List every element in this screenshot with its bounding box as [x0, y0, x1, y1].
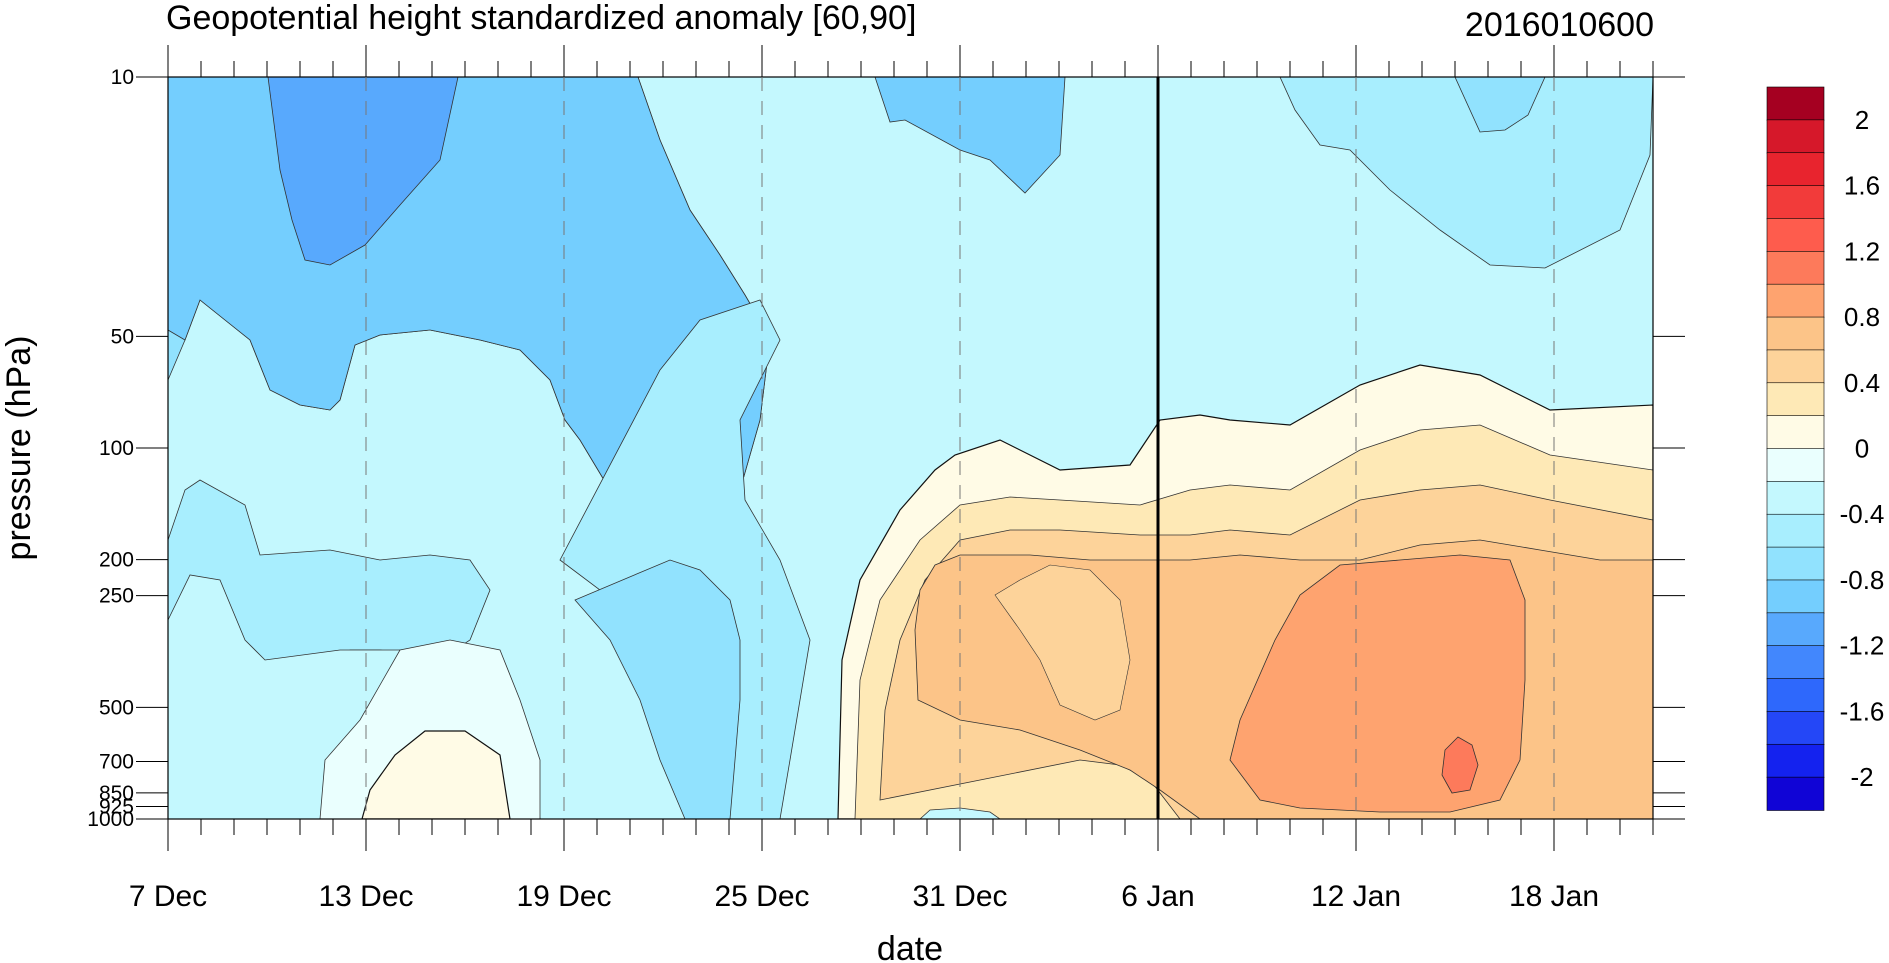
x-axis-label: date [877, 930, 943, 963]
y-tick-label: 200 [99, 549, 134, 572]
y-tick-label: 100 [99, 437, 134, 460]
y-tick-label: 500 [99, 696, 134, 719]
x-tick-label: 6 Jan [1121, 880, 1194, 913]
contour-region-top-mid [874, 77, 1066, 194]
date-stamp: 2016010600 [1465, 6, 1654, 44]
colorbar-swatch [1766, 119, 1825, 154]
colorbar-swatch [1766, 251, 1825, 285]
y-tick-label: 250 [99, 585, 134, 608]
colorbar-label: -1.6 [1840, 696, 1885, 726]
colorbar-swatch [1766, 579, 1825, 614]
date-gridlines [365, 77, 1555, 819]
colorbar-swatch [1766, 415, 1825, 450]
colorbar-swatch [1766, 349, 1825, 384]
x-tick-label: 18 Jan [1509, 880, 1599, 913]
y-tick-label: 50 [111, 325, 134, 348]
colorbar-swatch [1766, 152, 1825, 187]
colorbar-swatch [1766, 448, 1825, 483]
x-tick-label: 31 Dec [912, 880, 1007, 913]
contour-region-1.0 [1441, 736, 1479, 794]
colorbar-swatch [1766, 546, 1825, 581]
colorbar-swatch [1766, 86, 1825, 121]
x-tick-label: 13 Dec [318, 880, 413, 913]
y-tick-label: 10 [111, 66, 134, 89]
contour-region-minus1 [267, 77, 459, 266]
colorbar-swatch [1766, 711, 1825, 746]
colorbar-label: -0.4 [1840, 499, 1885, 529]
colorbar-label: 0.8 [1844, 302, 1880, 332]
x-tick-label: 12 Jan [1311, 880, 1401, 913]
y-tick-label: 1000 [87, 808, 134, 831]
colorbar-swatch [1766, 218, 1825, 253]
colorbar-swatch [1766, 645, 1825, 680]
x-axis-ticks: 7 Dec 13 Dec 19 Dec 25 Dec 31 Dec 6 Jan 12 Jan… [129, 45, 1654, 913]
x-tick-label: 7 Dec [129, 880, 207, 913]
colorbar-label: 2 [1855, 105, 1869, 135]
contour-region-positive-left [361, 730, 511, 819]
x-tick-label: 25 Dec [714, 880, 809, 913]
y-tick-label: 700 [99, 751, 134, 774]
colorbar-swatch [1766, 743, 1825, 778]
colorbar-label: -0.8 [1840, 565, 1885, 595]
colorbar-swatch [1766, 612, 1825, 647]
colorbar-swatch [1766, 513, 1825, 548]
chart-title: Geopotential height standardized anomaly… [166, 0, 916, 37]
colorbar-label: -2 [1850, 762, 1873, 792]
colorbar-swatch [1766, 481, 1825, 516]
contour-region-neg-bottom-right-a [919, 807, 1001, 819]
colorbar-swatch [1766, 382, 1825, 417]
colorbar-label: 1.2 [1844, 236, 1880, 266]
y-tick-label: 925 [99, 795, 134, 818]
contour-region-mid-column-deep [574, 559, 741, 819]
colorbar-label: 1.6 [1844, 171, 1880, 201]
colorbar-swatch [1766, 776, 1825, 811]
colorbar-label: 0 [1855, 434, 1869, 464]
y-tick-label: 850 [99, 782, 134, 805]
x-tick-label: 19 Dec [516, 880, 611, 913]
contour-region-top-right-inner [1454, 77, 1546, 133]
colorbar-label: -1.2 [1840, 631, 1885, 661]
colorbar-swatch [1766, 678, 1825, 713]
contour-region-0.8-a [994, 564, 1131, 721]
colorbar-swatch [1766, 283, 1825, 318]
colorbar: 2 1.6 1.2 0.8 0.4 0 -0.4 -0.8 -1.2 -1.6 -2 [1766, 86, 1885, 811]
colorbar-label: 0.4 [1844, 368, 1880, 398]
colorbar-swatch [1766, 316, 1825, 351]
colorbar-swatch [1766, 185, 1825, 220]
plot-area [168, 77, 1653, 819]
y-axis-label: pressure (hPa) [0, 336, 38, 561]
contour-region-top-right [1279, 77, 1653, 269]
